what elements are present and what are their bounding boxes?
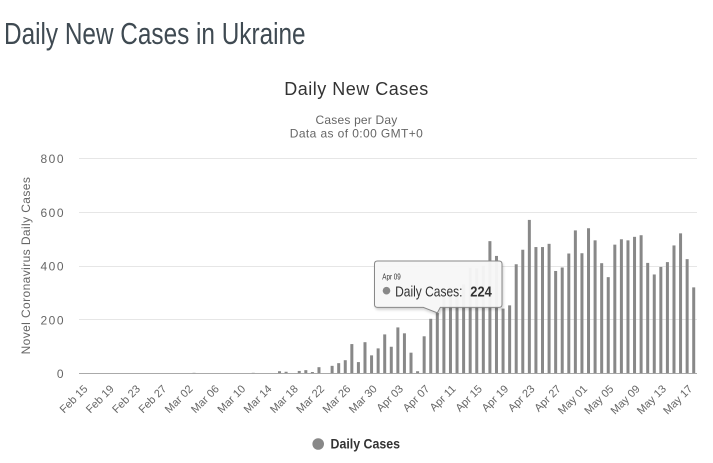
bar[interactable]: [337, 363, 341, 374]
bar[interactable]: [494, 255, 498, 374]
x-axis-label: Apr 03: [375, 383, 406, 414]
x-axis-label: May 17: [661, 383, 695, 417]
legend-label[interactable]: Daily Cases: [331, 437, 401, 452]
bar[interactable]: [429, 318, 433, 374]
bar[interactable]: [475, 268, 479, 374]
bar[interactable]: [567, 253, 571, 374]
x-axis-label: Mar 06: [189, 383, 222, 416]
bar[interactable]: [278, 371, 282, 374]
x-axis-label: Apr 23: [506, 383, 537, 414]
chart-title: Daily New Cases: [284, 79, 429, 99]
bar[interactable]: [501, 308, 505, 374]
y-axis-label: 600: [40, 206, 65, 220]
bar[interactable]: [317, 367, 321, 374]
page-title: Daily New Cases in Ukraine: [4, 16, 306, 51]
chart-subtitle-line1: Cases per Day: [316, 113, 398, 127]
bar[interactable]: [613, 244, 617, 374]
bar[interactable]: [514, 264, 518, 374]
bar[interactable]: [481, 265, 485, 374]
bar[interactable]: [370, 355, 374, 374]
bar[interactable]: [376, 348, 380, 374]
x-axis-label: Feb 15: [58, 383, 91, 416]
y-axis-label: 0: [57, 367, 65, 381]
tooltip-series-label: Daily Cases:: [395, 284, 462, 301]
bar[interactable]: [606, 277, 610, 374]
bar[interactable]: [527, 219, 531, 374]
bar[interactable]: [396, 327, 400, 374]
bar[interactable]: [541, 247, 544, 374]
bar[interactable]: [679, 233, 683, 374]
bar[interactable]: [580, 253, 584, 374]
bar[interactable]: [416, 371, 420, 374]
y-axis-title: Novel Coronavirus Daily Cases: [19, 177, 33, 355]
bar[interactable]: [652, 274, 656, 374]
bar[interactable]: [692, 287, 696, 374]
bar[interactable]: [633, 236, 637, 374]
bar[interactable]: [350, 344, 354, 374]
bar[interactable]: [297, 370, 301, 374]
bar[interactable]: [310, 372, 314, 374]
bar[interactable]: [600, 263, 604, 374]
y-axis-label: 800: [40, 152, 65, 166]
tooltip-marker-dot: [382, 286, 391, 295]
tooltip-box: [374, 260, 503, 314]
bar[interactable]: [389, 346, 393, 374]
bar[interactable]: [383, 334, 387, 374]
bar[interactable]: [343, 360, 347, 374]
bar[interactable]: [284, 371, 288, 374]
bar[interactable]: [547, 243, 551, 374]
bar[interactable]: [468, 267, 472, 374]
x-axis-label: Mar 10: [215, 383, 248, 416]
bar[interactable]: [573, 230, 577, 374]
bar[interactable]: [521, 249, 525, 374]
bar[interactable]: [422, 336, 426, 374]
bar[interactable]: [685, 259, 689, 374]
bar[interactable]: [593, 240, 597, 374]
bar[interactable]: [554, 270, 558, 374]
x-axis-label: Apr 19: [480, 383, 511, 414]
bar[interactable]: [619, 239, 623, 374]
tooltip-date: Apr 09: [382, 271, 401, 281]
x-axis-label: Feb 19: [84, 383, 117, 416]
bar[interactable]: [442, 291, 446, 374]
x-axis-label: Mar 30: [347, 383, 380, 416]
x-axis-label: Mar 22: [294, 383, 327, 416]
x-axis-label: Apr 15: [453, 383, 484, 414]
bar[interactable]: [304, 370, 308, 374]
bar[interactable]: [435, 312, 439, 374]
bar[interactable]: [455, 295, 459, 374]
x-axis-label: Mar 26: [321, 383, 354, 416]
legend-marker-dot[interactable]: [312, 438, 325, 450]
bar[interactable]: [448, 292, 452, 374]
tooltip-value: 224: [470, 284, 492, 301]
bar[interactable]: [508, 305, 512, 374]
x-axis-label: Mar 14: [242, 383, 275, 416]
y-axis-label: 400: [40, 260, 65, 274]
bar[interactable]: [587, 228, 591, 374]
x-axis-label: Mar 18: [268, 383, 301, 416]
x-axis-label: Apr 07: [401, 383, 432, 414]
bar[interactable]: [409, 352, 413, 374]
x-axis-label: Apr 11: [428, 383, 459, 414]
x-axis-label: Feb 27: [137, 383, 170, 416]
bar[interactable]: [462, 284, 466, 374]
bar[interactable]: [672, 245, 676, 374]
bar[interactable]: [639, 235, 643, 374]
bar[interactable]: [356, 362, 360, 374]
bar[interactable]: [330, 365, 334, 374]
bar[interactable]: [363, 342, 367, 374]
chart-subtitle-line2: Data as of 0:00 GMT+0: [290, 127, 423, 141]
bar[interactable]: [665, 262, 669, 374]
y-axis-label: 200: [40, 313, 65, 327]
bar[interactable]: [560, 267, 564, 374]
bar[interactable]: [534, 247, 538, 374]
bar[interactable]: [626, 240, 630, 374]
x-axis-label: Mar 02: [163, 383, 196, 416]
bar[interactable]: [646, 262, 650, 374]
x-axis-label: Feb 23: [110, 383, 143, 416]
bar[interactable]: [402, 333, 406, 374]
bar[interactable]: [659, 266, 663, 374]
